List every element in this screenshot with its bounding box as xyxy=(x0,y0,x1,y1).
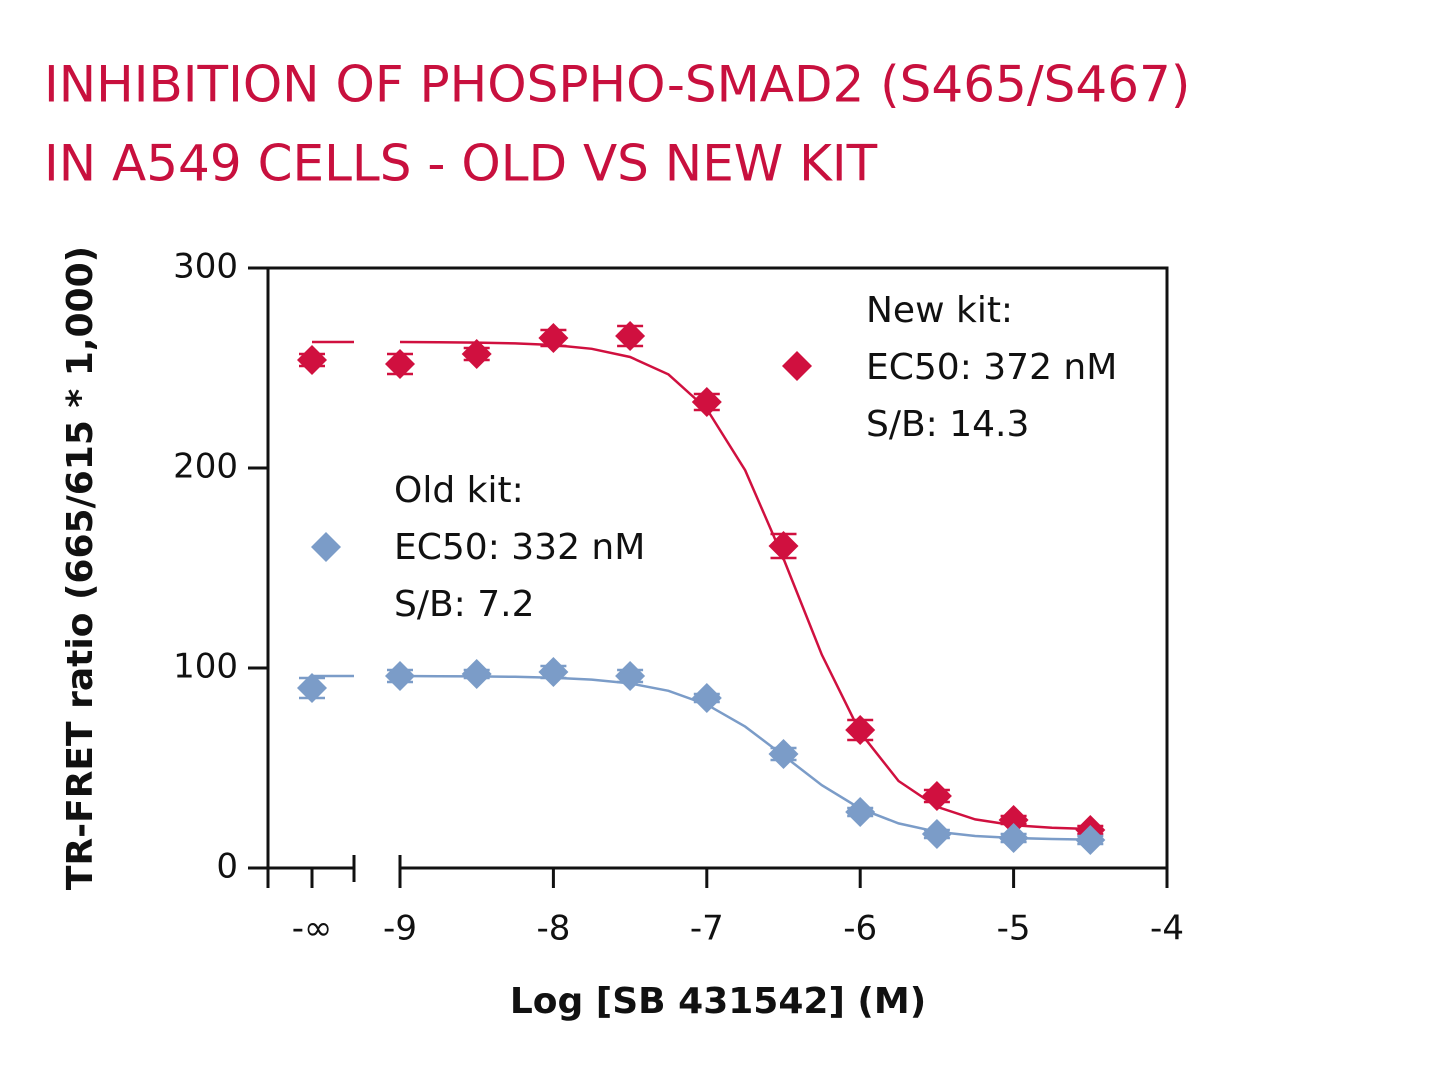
data-point xyxy=(998,805,1029,835)
data-point xyxy=(921,819,952,849)
x-tick-label: -6 xyxy=(843,909,877,949)
y-tick-label: 100 xyxy=(173,647,238,687)
data-point xyxy=(461,659,492,689)
annotation: EC50: 372 nM xyxy=(866,347,1117,388)
annotation: S/B: 7.2 xyxy=(394,584,535,625)
axes-frame xyxy=(266,266,1169,888)
legend-marker xyxy=(311,532,341,562)
data-point xyxy=(691,387,722,417)
data-point xyxy=(538,657,569,687)
data-point xyxy=(921,781,952,811)
data-point xyxy=(768,531,799,561)
data-point xyxy=(998,823,1029,853)
x-control-label: -∞ xyxy=(292,909,333,949)
data-point xyxy=(297,345,327,375)
data-point xyxy=(845,797,876,827)
data-point xyxy=(538,323,569,353)
y-tick-label: 200 xyxy=(173,447,238,487)
y-axis-title: TR-FRET ratio (665/615 * 1,000) xyxy=(60,246,101,890)
x-tick-label: -4 xyxy=(1150,909,1184,949)
x-tick-label: -9 xyxy=(383,909,417,949)
x-axis-line xyxy=(268,855,1167,882)
legend-marker xyxy=(782,351,812,381)
x-axis-title: Log [SB 431542] (M) xyxy=(510,981,926,1022)
data-point xyxy=(615,321,646,351)
frame xyxy=(266,266,1169,888)
y-tick-label: 0 xyxy=(216,847,238,887)
annotation: S/B: 14.3 xyxy=(866,404,1029,445)
fit-curve xyxy=(399,340,1091,831)
data-point xyxy=(385,661,415,691)
data-point xyxy=(1075,825,1106,855)
legend-label: Old kit: xyxy=(394,470,524,511)
x-tick-label: -5 xyxy=(997,909,1031,949)
data-point xyxy=(845,715,876,745)
x-tick-label: -7 xyxy=(690,909,724,949)
legend-label: New kit: xyxy=(866,290,1013,331)
data-point xyxy=(615,661,646,691)
data-point xyxy=(768,739,799,769)
data-point xyxy=(461,339,492,369)
data-point xyxy=(385,349,415,379)
data-point xyxy=(297,673,327,703)
fit-curve xyxy=(399,674,1091,841)
annotation: EC50: 332 nM xyxy=(394,527,645,568)
x-tick-label: -8 xyxy=(536,909,570,949)
chart-title: INHIBITION OF PHOSPHO-SMAD2 (S465/S467) xyxy=(44,56,1190,114)
y-tick-label: 300 xyxy=(173,247,238,287)
chart-title: IN A549 CELLS - OLD VS NEW KIT xyxy=(44,135,878,193)
data-point xyxy=(691,683,722,713)
